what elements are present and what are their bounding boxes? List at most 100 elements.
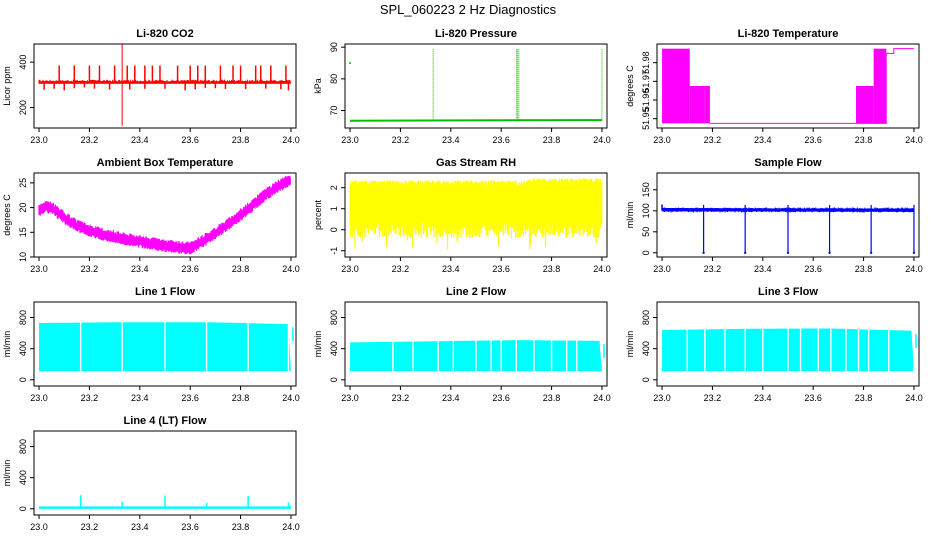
x-tick-label: 23.2 bbox=[704, 135, 722, 145]
y-axis-label: Licor ppm bbox=[2, 66, 12, 106]
panel-title: Li-820 CO2 bbox=[136, 28, 193, 40]
x-tick-label: 23.8 bbox=[855, 135, 873, 145]
x-tick-label: 23.0 bbox=[341, 135, 359, 145]
x-tick-label: 23.6 bbox=[492, 393, 510, 403]
x-tick-label: 23.4 bbox=[442, 135, 460, 145]
x-tick-label: 23.6 bbox=[181, 522, 199, 532]
y-tick-label: 25 bbox=[18, 178, 28, 188]
x-tick-label: 23.0 bbox=[653, 264, 671, 274]
panel-title: Li-820 Pressure bbox=[435, 28, 517, 40]
x-tick-label: 24.0 bbox=[282, 264, 300, 274]
y-tick-label: 80 bbox=[329, 74, 339, 84]
x-tick-label: 23.8 bbox=[232, 264, 250, 274]
y-axis-label: ml/min bbox=[313, 331, 323, 358]
plot-area bbox=[349, 178, 603, 250]
panel-title: Line 1 Flow bbox=[135, 286, 195, 298]
y-tick-label: 400 bbox=[329, 341, 339, 356]
panel-6: Sample Flow 23.0 23.2 23.4 23.6 23.8 24.0 0 50 10… bbox=[625, 157, 923, 274]
y-tick-label: 70 bbox=[329, 106, 339, 116]
x-tick-label: 23.6 bbox=[804, 135, 822, 145]
temperature-block bbox=[704, 86, 710, 124]
panel-frame bbox=[656, 43, 920, 129]
x-tick-label: 23.0 bbox=[341, 264, 359, 274]
x-tick-label: 23.2 bbox=[392, 393, 410, 403]
x-tick-label: 23.6 bbox=[492, 264, 510, 274]
panel-1: Li-820 CO2 23.0 23.2 23.4 23.6 23.8 24.0 200 400… bbox=[2, 28, 300, 145]
y-tick-label: 51.97 bbox=[641, 70, 651, 93]
y-tick-label: 0 bbox=[18, 377, 28, 382]
x-tick-label: 23.4 bbox=[131, 135, 149, 145]
x-tick-label: 23.8 bbox=[855, 393, 873, 403]
y-tick-label: 400 bbox=[18, 470, 28, 485]
panel-9: Line 3 Flow 23.0 23.2 23.4 23.6 23.8 24.0 0 400 8… bbox=[625, 286, 923, 403]
x-tick-label: 23.2 bbox=[81, 522, 99, 532]
panel-title: Ambient Box Temperature bbox=[97, 157, 234, 169]
y-tick-label: 800 bbox=[18, 439, 28, 454]
plot-area bbox=[39, 495, 291, 509]
spike-end bbox=[743, 251, 747, 254]
y-tick-label: 200 bbox=[18, 100, 28, 115]
x-tick-label: 23.2 bbox=[81, 264, 99, 274]
x-tick-label: 23.0 bbox=[341, 393, 359, 403]
spike-end bbox=[702, 251, 705, 254]
panel-frame bbox=[656, 172, 920, 258]
temperature-block bbox=[689, 86, 705, 124]
panel-title: Line 4 (LT) Flow bbox=[124, 415, 207, 427]
panel-frame bbox=[344, 172, 608, 258]
x-tick-label: 23.0 bbox=[30, 135, 48, 145]
y-tick-label: 51.95 bbox=[641, 107, 651, 130]
panel-frame bbox=[656, 301, 920, 387]
x-tick-label: 23.0 bbox=[30, 264, 48, 274]
x-tick-label: 23.2 bbox=[704, 393, 722, 403]
plot-area bbox=[350, 339, 605, 372]
panel-4: Ambient Box Temperature 23.0 23.2 23.4 23.6 2… bbox=[2, 157, 300, 274]
panel-frame bbox=[344, 43, 608, 129]
x-tick-label: 23.0 bbox=[30, 522, 48, 532]
panel-10: Line 4 (LT) Flow 23.0 23.2 23.4 23.6 23.8 24.0… bbox=[2, 415, 300, 532]
x-tick-label: 23.8 bbox=[855, 264, 873, 274]
y-axis-label: percent bbox=[313, 199, 323, 230]
panel-2: Li-820 Pressure 23.0 23.2 23.4 23.6 23.8 24.0 7… bbox=[313, 28, 611, 145]
y-tick-label: 800 bbox=[18, 310, 28, 325]
x-tick-label: 23.2 bbox=[81, 135, 99, 145]
spike-end bbox=[869, 251, 873, 254]
panel-title: Gas Stream RH bbox=[436, 157, 516, 169]
plot-area bbox=[661, 204, 916, 254]
x-tick-label: 23.8 bbox=[232, 393, 250, 403]
y-tick-label: 800 bbox=[329, 310, 339, 325]
panel-frame bbox=[33, 43, 297, 129]
series-line bbox=[709, 48, 914, 124]
y-tick-label: 0 bbox=[329, 227, 339, 232]
y-tick-label: 100 bbox=[641, 203, 651, 218]
temperature-block bbox=[662, 48, 690, 124]
x-tick-label: 23.6 bbox=[181, 264, 199, 274]
x-tick-label: 23.8 bbox=[232, 522, 250, 532]
y-tick-label: 50 bbox=[641, 227, 651, 237]
x-tick-label: 23.2 bbox=[392, 135, 410, 145]
x-tick-label: 24.0 bbox=[282, 393, 300, 403]
panel-frame bbox=[344, 301, 608, 387]
y-axis-label: kPa bbox=[313, 78, 323, 94]
x-tick-label: 23.4 bbox=[131, 522, 149, 532]
x-tick-label: 23.0 bbox=[653, 135, 671, 145]
y-tick-label: 400 bbox=[18, 341, 28, 356]
x-tick-label: 23.6 bbox=[181, 135, 199, 145]
spike-end bbox=[828, 251, 831, 254]
series-band bbox=[349, 178, 603, 250]
plot-area bbox=[349, 48, 603, 122]
x-tick-label: 23.8 bbox=[543, 264, 561, 274]
y-tick-label: 51.98 bbox=[641, 51, 651, 74]
y-tick-label: 20 bbox=[18, 203, 28, 213]
y-tick-label: 400 bbox=[641, 341, 651, 356]
x-tick-label: 23.4 bbox=[442, 393, 460, 403]
panel-5: Gas Stream RH 23.0 23.2 23.4 23.6 23.8 24.0 -1 0… bbox=[313, 157, 611, 274]
x-tick-label: 23.0 bbox=[653, 393, 671, 403]
plot-area bbox=[662, 328, 917, 372]
x-tick-label: 23.4 bbox=[442, 264, 460, 274]
x-tick-label: 24.0 bbox=[282, 522, 300, 532]
x-tick-label: 23.2 bbox=[392, 264, 410, 274]
x-tick-label: 23.6 bbox=[804, 393, 822, 403]
y-tick-label: 0 bbox=[18, 506, 28, 511]
x-tick-label: 23.4 bbox=[131, 393, 149, 403]
y-axis-label: degrees C bbox=[2, 194, 12, 236]
